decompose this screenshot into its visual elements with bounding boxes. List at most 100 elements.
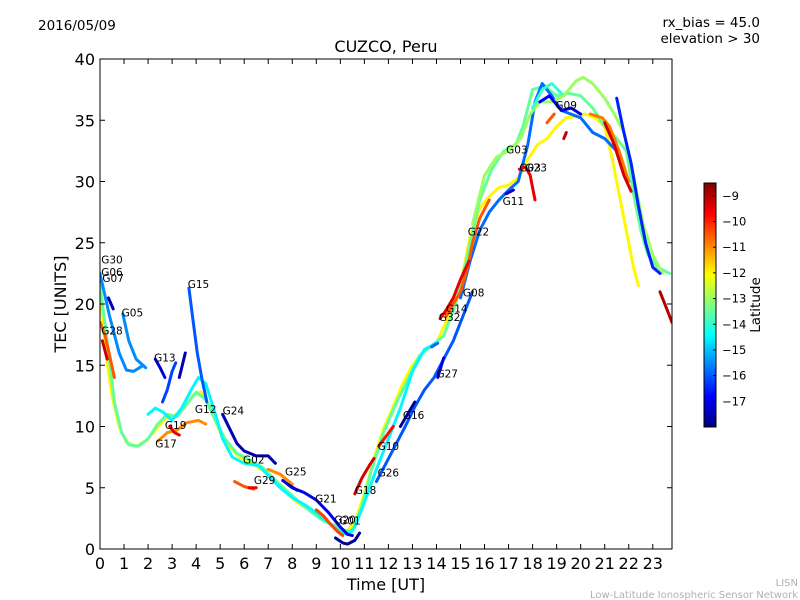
satellite-label: G25 (285, 467, 307, 479)
tec-trace-16 (221, 412, 277, 465)
satellite-label: G08 (463, 288, 485, 300)
satellite-label: G03 (506, 144, 528, 156)
tec-trace-37 (603, 121, 633, 193)
satellite-label: G02 (243, 454, 265, 466)
tec-trace-29 (430, 341, 440, 349)
colorbar (703, 182, 717, 428)
satellite-label: G14 (446, 304, 468, 316)
rx-bias-label: rx_bias = 45.0 (662, 15, 760, 31)
colorbar-tick-label: −17 (722, 394, 746, 408)
x-tick-label: 23 (643, 554, 663, 573)
x-tick-label: 20 (570, 554, 590, 573)
satellite-label: G23 (525, 163, 547, 175)
tec-trace-40 (531, 82, 563, 110)
tec-trace-33 (517, 165, 537, 202)
x-tick-label: 8 (287, 554, 297, 573)
chart-title: CUZCO, Peru (334, 37, 437, 56)
satellite-label: G09 (555, 100, 577, 112)
satellite-label: G19 (165, 420, 187, 432)
date-label: 2016/05/09 (38, 18, 116, 34)
x-tick-label: 15 (450, 554, 470, 573)
colorbar-tick-label: −15 (722, 343, 746, 357)
tec-trace-23 (334, 531, 362, 546)
satellite-label: G10 (378, 441, 400, 453)
satellite-label: G26 (378, 468, 400, 480)
x-axis-label: Time [UT] (346, 575, 425, 594)
tec-trace-6 (121, 312, 148, 370)
tec-trace-1 (100, 84, 672, 534)
tec-trace-21 (286, 482, 299, 492)
y-tick-label: 25 (75, 234, 95, 253)
satellite-label: G21 (315, 493, 337, 505)
tec-trace-26 (374, 290, 474, 484)
colorbar-tick-label: −13 (722, 292, 746, 306)
tec-trace-9 (153, 357, 167, 379)
tec-trace-10 (177, 351, 187, 379)
axis-layer: 0 1 2 3 4 5 6 7 8 9 10 11 12 13 14 15 16 17 18 19 20 21 22 2305… (75, 50, 672, 573)
tec-series-layer (100, 75, 672, 546)
tec-trace-8 (161, 361, 178, 404)
tec-trace-38 (615, 96, 662, 275)
tec-trace-2 (146, 341, 438, 536)
x-tick-label: 11 (354, 554, 374, 573)
x-tick-label: 13 (402, 554, 422, 573)
tec-trace-24 (353, 456, 376, 496)
tec-trace-32 (504, 188, 515, 196)
x-tick-label: 12 (378, 554, 398, 573)
tec-trace-15 (168, 425, 181, 437)
tec-trace-36 (588, 112, 631, 183)
satellite-label: G15 (188, 279, 210, 291)
tec-trace-20 (266, 467, 294, 486)
satellite-label: G29 (254, 475, 276, 487)
tec-trace-39 (658, 290, 672, 324)
satellite-label: G30 (101, 255, 123, 267)
x-tick-label: 21 (595, 554, 615, 573)
footer-lisn: LISN (776, 578, 798, 589)
y-tick-label: 10 (75, 418, 95, 437)
colorbar-tick-label: −11 (722, 240, 746, 254)
colorbar-tick-label: −16 (722, 369, 746, 383)
x-tick-label: 0 (95, 554, 105, 573)
x-tick-label: 4 (191, 554, 201, 573)
satellite-label: G28 (101, 326, 123, 338)
x-tick-label: 17 (498, 554, 518, 573)
colorbar-ticks: −9 −10 −11 −12 −13 −14 −15 −16 −17 (713, 189, 746, 408)
colorbar-tick-label: −9 (722, 189, 739, 203)
tec-trace-35 (562, 131, 568, 141)
colorbar-tick-label: −14 (722, 317, 746, 331)
x-tick-label: 7 (263, 554, 273, 573)
satellite-label: G05 (122, 307, 144, 319)
satellite-label: G24 (223, 405, 245, 417)
colorbar-label: Latitude (748, 277, 764, 333)
satellite-label: G20 (334, 514, 356, 526)
satellite-label: G11 (503, 196, 524, 208)
x-tick-label: 16 (474, 554, 494, 573)
tec-trace-5 (100, 271, 145, 373)
y-tick-label: 35 (75, 111, 95, 130)
tec-trace-22 (314, 508, 345, 537)
satellite-label: G03 (519, 163, 541, 175)
x-tick-label: 5 (215, 554, 225, 573)
y-tick-label: 0 (85, 540, 95, 559)
satellite-label: G06 (101, 267, 123, 279)
x-tick-label: 14 (426, 554, 446, 573)
satellite-label: G22 (468, 226, 490, 238)
satellite-label: G13 (154, 353, 176, 365)
satellite-label: G32 (439, 312, 461, 324)
x-tick-label: 3 (167, 554, 177, 573)
satellite-label: G16 (403, 410, 425, 422)
x-tick-label: 22 (619, 554, 639, 573)
footer-network: Low-Latitude Ionospheric Sensor Network (590, 590, 798, 600)
x-tick-label: 9 (311, 554, 321, 573)
colorbar-tick-label: −12 (722, 266, 746, 280)
satellite-label: G27 (436, 369, 458, 381)
tec-trace-14 (156, 418, 208, 443)
y-tick-label: 5 (85, 479, 95, 498)
tec-trace-11 (106, 296, 115, 311)
satellite-label: G17 (155, 438, 177, 450)
tec-trace-34 (545, 112, 556, 125)
elevation-label: elevation > 30 (660, 31, 760, 47)
tec-trace-28 (398, 400, 417, 428)
x-tick-label: 6 (239, 554, 249, 573)
